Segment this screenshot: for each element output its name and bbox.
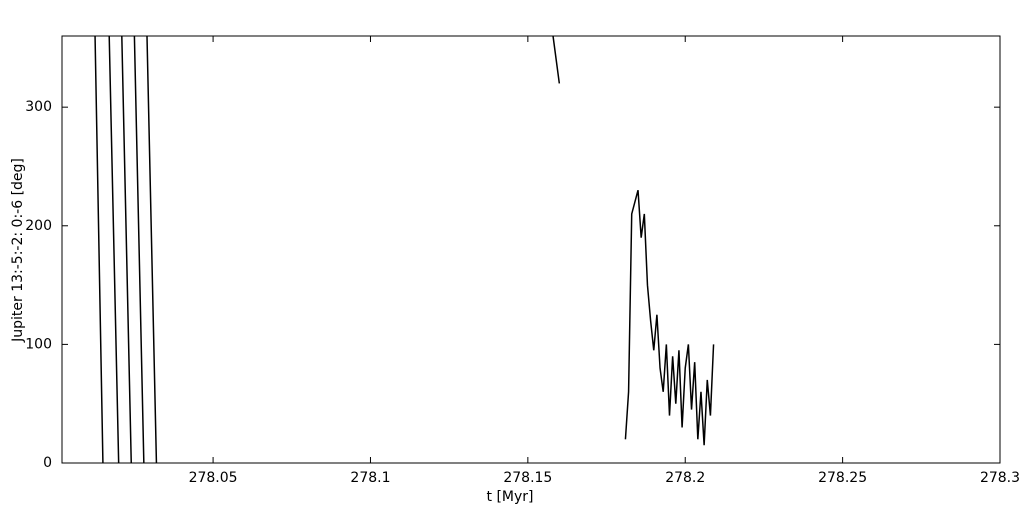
x-axis-label: t [Myr] — [487, 489, 534, 505]
y-tick-label: 0 — [43, 455, 52, 471]
data-line — [94, 35, 715, 464]
plot-frame — [61, 35, 1001, 464]
y-tick-label: 100 — [25, 336, 52, 352]
y-tick-label: 300 — [25, 99, 52, 115]
y-axis-label: Jupiter 13:-5:-2: 0:-6 [deg] — [10, 158, 26, 343]
y-tick-label: 200 — [25, 218, 52, 234]
x-tick-label: 278.15 — [503, 470, 552, 486]
x-tick-label: 278.3 — [980, 470, 1020, 486]
x-tick-label: 278.1 — [350, 470, 390, 486]
x-tick-label: 278.2 — [665, 470, 705, 486]
x-tick-label: 278.05 — [189, 470, 238, 486]
x-tick-label: 278.25 — [818, 470, 867, 486]
